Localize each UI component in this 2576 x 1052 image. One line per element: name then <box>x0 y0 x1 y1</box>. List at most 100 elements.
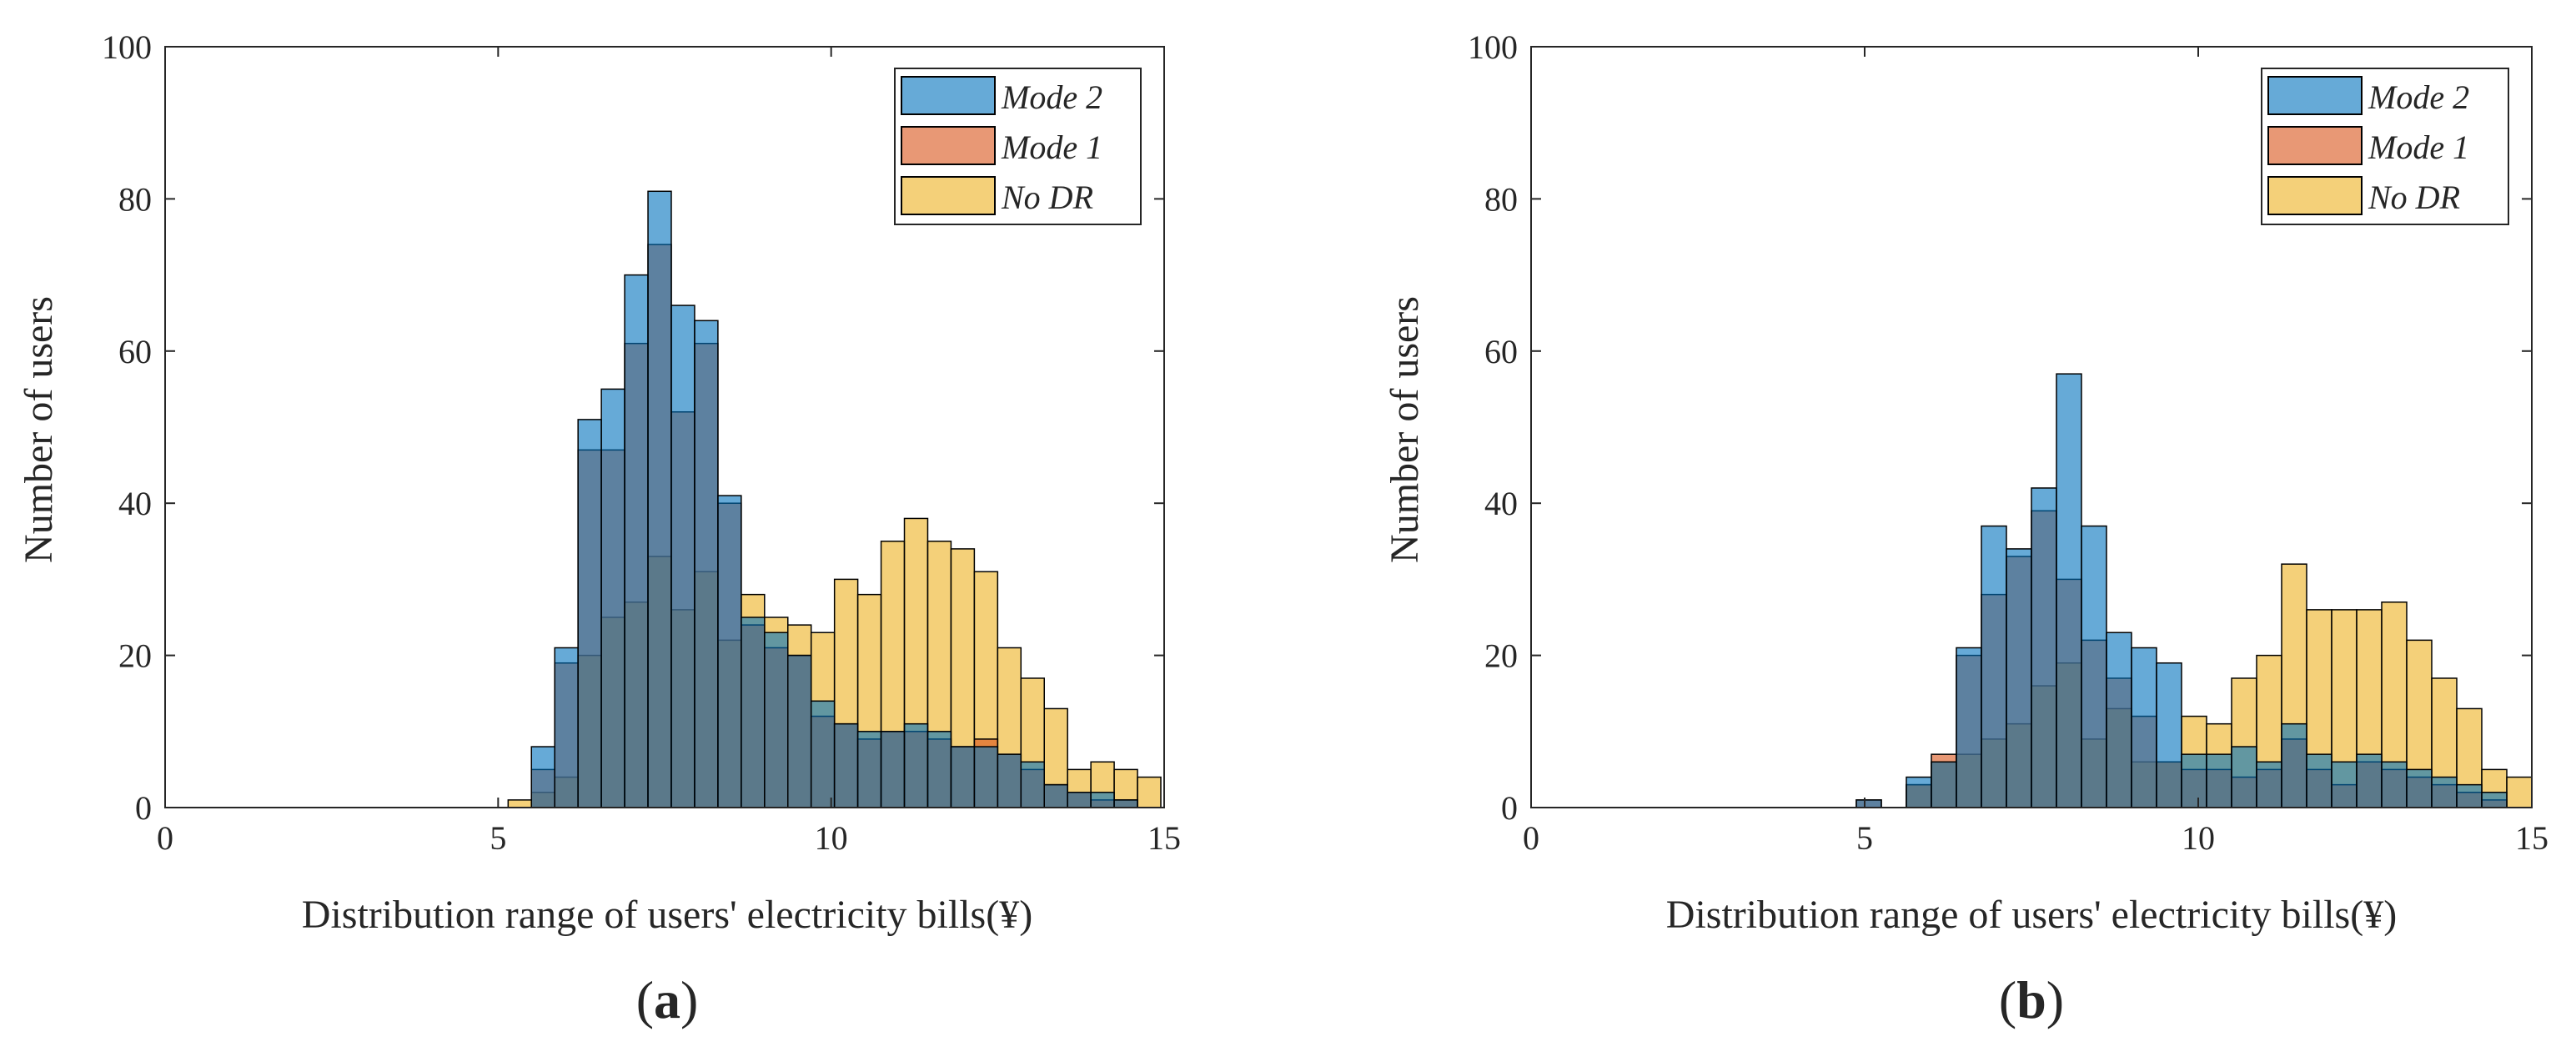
bar-mode-2-a-6 <box>647 190 672 808</box>
bar-mode-2-b-24 <box>2456 783 2483 808</box>
panel-label-b: (b) <box>1999 970 2064 1029</box>
x-axis-label-b: Distribution range of users' electricity… <box>1666 893 2397 937</box>
bar-mode-2-a-15 <box>856 731 882 808</box>
bar-mode-2-b-11 <box>2131 647 2157 808</box>
legend-label-nodr-a: No DR <box>1001 179 1093 216</box>
bar-mode-2-b-25 <box>2481 792 2508 808</box>
histogram-panel-a: Number of users 0 5 10 15 0 20 40 60 80 100 Mode … <box>17 28 1181 1029</box>
x-tick-label-b-0: 0 <box>1523 819 1539 857</box>
plot-frame-a <box>164 46 1165 808</box>
bar-mode-2-a-1 <box>530 746 555 808</box>
bar-mode-2-a-16 <box>880 731 906 808</box>
legend-swatch-nodr-a <box>901 176 996 215</box>
bar-mode-2-b-23 <box>2431 776 2458 808</box>
legend-b: Mode 2 Mode 1 No DR <box>2261 68 2509 225</box>
y-tick-label-b-5: 100 <box>1468 28 1518 66</box>
bar-mode-2-a-14 <box>833 722 859 808</box>
legend-swatch-nodr-b <box>2267 176 2363 215</box>
y-tick-label-a-5: 100 <box>102 28 152 66</box>
legend-swatch-mode2-b <box>2267 76 2363 115</box>
bar-mode-2-b-15 <box>2231 746 2257 808</box>
y-axis-label-b: Number of users <box>1383 296 1427 563</box>
bar-mode-2-a-20 <box>973 746 999 808</box>
x-tick-label-b-2: 10 <box>2182 819 2215 857</box>
bar-mode-2-b-9 <box>2081 525 2107 808</box>
bar-mode-2-a-11 <box>764 632 789 808</box>
axes-a: 0 5 10 15 0 20 40 60 80 100 <box>102 28 1181 857</box>
histogram-panel-b: Number of users 0 5 10 15 0 20 40 60 80 100 Mode … <box>1383 28 2548 1029</box>
x-axis-label-a: Distribution range of users' electricity… <box>302 893 1032 937</box>
bar-mode-2-b-5 <box>1981 525 2007 808</box>
bar-mode-2-a-24 <box>1067 792 1092 808</box>
legend-label-nodr-b: No DR <box>2368 179 2460 216</box>
y-tick-label-b-0: 0 <box>1501 789 1518 827</box>
bar-mode-2-b-8 <box>2056 373 2082 808</box>
bar-mode-2-b-20 <box>2356 753 2383 808</box>
bar-no-dr-b-26 <box>2506 776 2533 808</box>
y-tick-label-b-4: 80 <box>1484 180 1518 218</box>
bar-mode-2-a-9 <box>717 495 742 808</box>
bar-mode-2-b-18 <box>2306 753 2332 808</box>
bar-mode-2-b-12 <box>2156 662 2182 808</box>
y-tick-label-b-2: 40 <box>1484 485 1518 522</box>
x-tick-label-a-2: 10 <box>815 819 848 857</box>
bar-mode-2-a-13 <box>810 700 836 808</box>
legend-label-mode2-a: Mode 2 <box>1001 78 1102 116</box>
panel-label-a: (a) <box>636 970 699 1029</box>
bar-mode-2-a-5 <box>624 274 649 808</box>
bar-mode-2-b-6 <box>2006 548 2032 808</box>
axes-b: 0 5 10 15 0 20 40 60 80 100 <box>1468 28 2548 857</box>
x-tick-label-b-3: 15 <box>2515 819 2548 857</box>
bar-mode-2-b-10 <box>2106 632 2132 808</box>
bar-mode-2-b-7 <box>2031 487 2057 808</box>
legend-a: Mode 2 Mode 1 No DR <box>894 68 1142 225</box>
bar-mode-2-b-19 <box>2331 761 2358 808</box>
bar-mode-2-a-17 <box>903 722 929 808</box>
bar-mode-2-b-2 <box>1906 776 1932 808</box>
bar-mode-2-b-13 <box>2181 753 2207 808</box>
plot-frame-b <box>1530 46 2533 808</box>
bar-mode-2-a-21 <box>997 753 1022 808</box>
bar-mode-2-a-25 <box>1090 792 1115 808</box>
y-tick-label-a-4: 80 <box>118 180 152 218</box>
y-tick-label-a-2: 40 <box>118 485 152 522</box>
y-axis-label-a: Number of users <box>17 296 61 563</box>
y-tick-label-b-3: 60 <box>1484 333 1518 370</box>
bar-mode-2-a-3 <box>577 419 602 808</box>
x-tick-label-a-1: 5 <box>490 819 506 857</box>
bar-no-dr-a-0 <box>507 799 533 808</box>
bars-b <box>1855 373 2533 808</box>
legend-label-mode1-a: Mode 1 <box>1001 128 1102 166</box>
legend-swatch-mode1-a <box>901 126 996 165</box>
bar-mode-2-a-26 <box>1113 799 1138 808</box>
bar-mode-2-b-4 <box>1956 647 1982 808</box>
bar-mode-2-a-2 <box>554 647 579 808</box>
bar-mode-2-a-19 <box>950 746 976 808</box>
bar-mode-2-b-3 <box>1931 761 1957 808</box>
x-tick-label-a-3: 15 <box>1147 819 1181 857</box>
bar-mode-2-b-22 <box>2406 768 2433 808</box>
legend-label-mode1-b: Mode 1 <box>2368 128 2469 166</box>
legend-swatch-mode1-b <box>2267 126 2363 165</box>
x-tick-label-b-1: 5 <box>1856 819 1873 857</box>
bar-mode-2-a-4 <box>600 388 625 808</box>
legend-label-mode2-b: Mode 2 <box>2368 78 2469 116</box>
y-tick-label-a-1: 20 <box>118 637 152 675</box>
bar-mode-2-a-8 <box>694 320 719 808</box>
y-tick-label-a-0: 0 <box>135 789 152 827</box>
bars-a <box>507 190 1162 808</box>
bar-mode-2-b-17 <box>2281 722 2307 808</box>
legend-swatch-mode2-a <box>901 76 996 115</box>
bar-mode-2-b-0 <box>1855 799 1882 808</box>
bar-mode-2-a-12 <box>787 654 812 808</box>
bar-mode-2-b-14 <box>2206 753 2232 808</box>
bar-mode-2-b-21 <box>2381 761 2408 808</box>
y-tick-label-b-1: 20 <box>1484 637 1518 675</box>
bar-no-dr-a-27 <box>1137 776 1162 808</box>
x-tick-label-a-0: 0 <box>157 819 173 857</box>
bar-mode-2-a-23 <box>1043 783 1068 808</box>
bar-mode-2-a-22 <box>1020 761 1045 808</box>
bar-mode-2-a-7 <box>670 305 695 808</box>
bar-mode-2-a-18 <box>926 731 952 808</box>
bar-mode-2-a-10 <box>741 617 766 808</box>
